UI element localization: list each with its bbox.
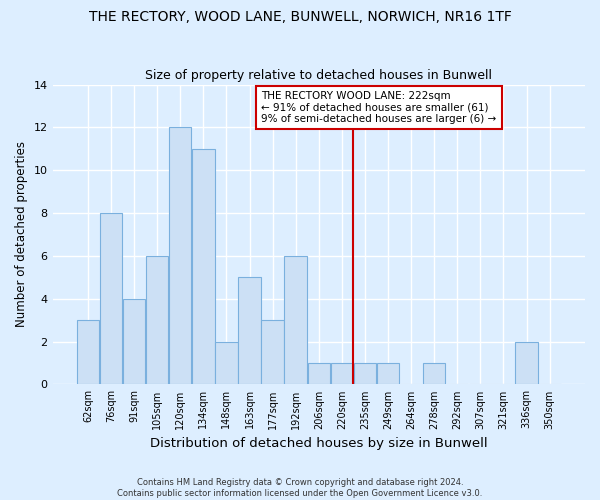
Bar: [377, 363, 399, 384]
Y-axis label: Number of detached properties: Number of detached properties: [15, 142, 28, 328]
Text: THE RECTORY WOOD LANE: 222sqm
← 91% of detached houses are smaller (61)
9% of se: THE RECTORY WOOD LANE: 222sqm ← 91% of d…: [261, 91, 496, 124]
Bar: [308, 363, 330, 384]
Bar: [238, 278, 261, 384]
Bar: [169, 128, 191, 384]
Text: THE RECTORY, WOOD LANE, BUNWELL, NORWICH, NR16 1TF: THE RECTORY, WOOD LANE, BUNWELL, NORWICH…: [89, 10, 511, 24]
Bar: [331, 363, 353, 384]
Bar: [77, 320, 99, 384]
Bar: [284, 256, 307, 384]
Bar: [123, 299, 145, 384]
Bar: [515, 342, 538, 384]
Bar: [192, 149, 215, 384]
Bar: [146, 256, 169, 384]
Bar: [423, 363, 445, 384]
Bar: [215, 342, 238, 384]
Bar: [354, 363, 376, 384]
Bar: [100, 213, 122, 384]
Title: Size of property relative to detached houses in Bunwell: Size of property relative to detached ho…: [145, 69, 492, 82]
X-axis label: Distribution of detached houses by size in Bunwell: Distribution of detached houses by size …: [150, 437, 488, 450]
Bar: [262, 320, 284, 384]
Text: Contains HM Land Registry data © Crown copyright and database right 2024.
Contai: Contains HM Land Registry data © Crown c…: [118, 478, 482, 498]
